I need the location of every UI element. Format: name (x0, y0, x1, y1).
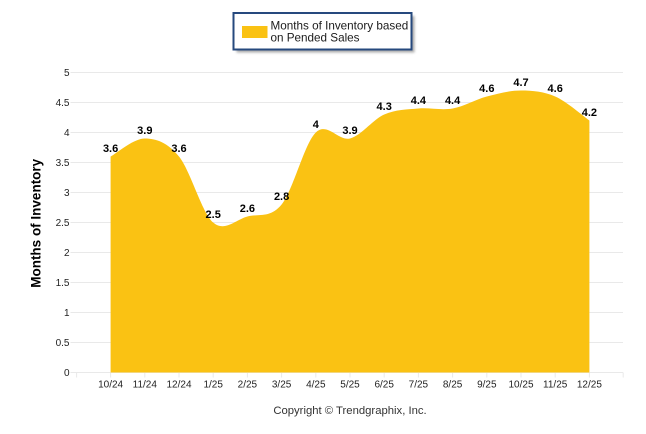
svg-text:0: 0 (64, 368, 70, 379)
svg-text:9/25: 9/25 (477, 380, 497, 391)
svg-text:3.9: 3.9 (342, 125, 357, 137)
svg-text:2.5: 2.5 (206, 209, 221, 221)
svg-text:12/25: 12/25 (577, 380, 602, 391)
svg-text:on Pended Sales: on Pended Sales (271, 32, 360, 45)
svg-text:3.6: 3.6 (171, 143, 186, 155)
svg-text:1/25: 1/25 (203, 380, 223, 391)
svg-text:2: 2 (64, 248, 70, 259)
svg-text:12/24: 12/24 (166, 380, 191, 391)
svg-text:4.4: 4.4 (445, 95, 461, 107)
svg-text:1: 1 (64, 308, 70, 319)
svg-text:11/24: 11/24 (133, 380, 158, 391)
svg-text:10/24: 10/24 (98, 380, 123, 391)
svg-text:4/25: 4/25 (306, 380, 326, 391)
svg-text:4.4: 4.4 (411, 95, 427, 107)
svg-text:4.5: 4.5 (56, 98, 70, 109)
svg-text:4.2: 4.2 (582, 107, 597, 119)
svg-text:4.3: 4.3 (377, 101, 392, 113)
svg-text:4: 4 (313, 119, 320, 131)
svg-text:2.5: 2.5 (56, 218, 70, 229)
svg-text:Months of Inventory: Months of Inventory (29, 158, 44, 287)
svg-text:4: 4 (64, 128, 70, 139)
svg-text:4.6: 4.6 (479, 83, 494, 95)
svg-text:Copyright © Trendgraphix, Inc.: Copyright © Trendgraphix, Inc. (273, 405, 426, 417)
svg-text:3.5: 3.5 (56, 158, 70, 169)
svg-text:4.6: 4.6 (548, 83, 563, 95)
svg-text:0.5: 0.5 (56, 338, 70, 349)
svg-text:6/25: 6/25 (374, 380, 394, 391)
svg-text:10/25: 10/25 (508, 380, 533, 391)
svg-text:11/25: 11/25 (543, 380, 568, 391)
svg-text:1.5: 1.5 (56, 278, 70, 289)
svg-text:3: 3 (64, 188, 70, 199)
svg-text:3.9: 3.9 (137, 125, 152, 137)
svg-text:3.6: 3.6 (103, 143, 118, 155)
svg-text:8/25: 8/25 (443, 380, 463, 391)
svg-text:2.6: 2.6 (240, 203, 255, 215)
svg-text:4.7: 4.7 (513, 77, 528, 89)
svg-text:3/25: 3/25 (272, 380, 292, 391)
svg-text:2/25: 2/25 (238, 380, 258, 391)
svg-text:Months of Inventory based: Months of Inventory based (271, 20, 409, 33)
svg-text:2.8: 2.8 (274, 191, 289, 203)
svg-text:7/25: 7/25 (409, 380, 429, 391)
svg-text:5/25: 5/25 (340, 380, 360, 391)
svg-text:5: 5 (64, 68, 70, 79)
